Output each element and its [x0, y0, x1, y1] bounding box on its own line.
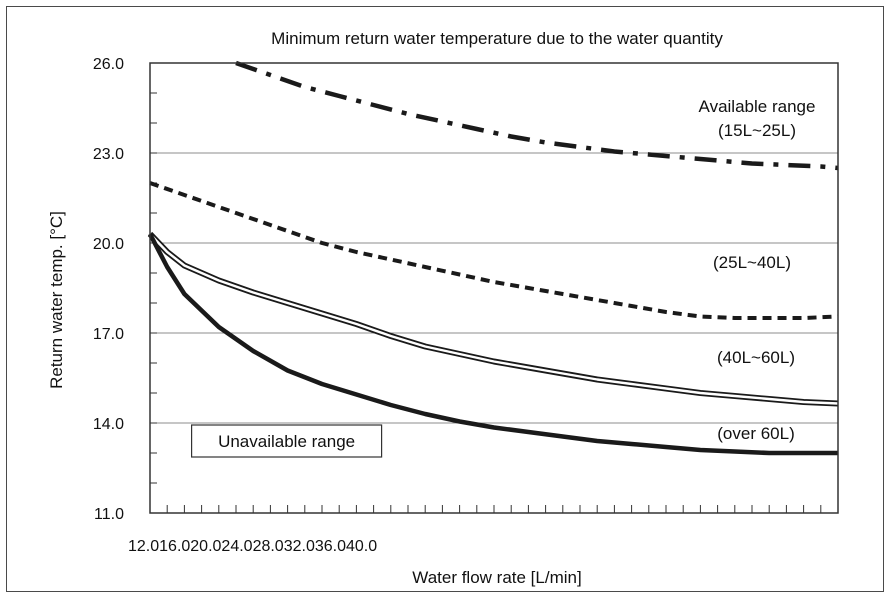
series-label-1: (25L~40L) [713, 253, 791, 272]
x-tick-labels: 12.016.020.024.028.032.036.040.0 [128, 538, 377, 555]
y-tick-label: 14.0 [93, 416, 124, 433]
x-tick-label: 16.0 [159, 538, 190, 555]
x-tick-label: 12.0 [128, 538, 159, 555]
x-tick-label: 24.0 [221, 538, 252, 555]
annotation-box [191, 424, 383, 458]
label-layer: Available range (15L~25L) (25L~40L) (40L~60… [191, 97, 816, 458]
y-tick-label: 20.0 [93, 236, 124, 253]
x-tick-label: 32.0 [284, 538, 315, 555]
y-axis-label: Return water temp. [°C] [47, 211, 66, 389]
series-layer [147, 60, 839, 456]
series-label-2: (40L~60L) [717, 348, 795, 367]
grid-layer [150, 152, 838, 424]
series-label-3: (over 60L) [717, 424, 794, 443]
chart-frame [6, 6, 884, 592]
x-tick-label: 28.0 [253, 538, 284, 555]
series-line-1 [149, 181, 839, 320]
annotation-unavailable-range: Unavailable range [218, 432, 355, 451]
chart-title: Minimum return water temperature due to … [271, 29, 723, 48]
series-label-0: (15L~25L) [718, 121, 796, 140]
series-line-2-inner [149, 233, 839, 405]
y-tick-label: 23.0 [93, 146, 124, 163]
y-tick-label: 17.0 [93, 326, 124, 343]
x-tick-label: 20.0 [190, 538, 221, 555]
series-line-0 [235, 60, 839, 171]
plot-border [149, 62, 839, 514]
x-tick-label: 36.0 [315, 538, 346, 555]
series-line-3 [148, 232, 838, 456]
y-tick-label: 11.0 [94, 506, 124, 523]
series-label-0: Available range [699, 97, 816, 116]
y-tick-label: 26.0 [93, 56, 124, 73]
x-tick-label: 40.0 [346, 538, 377, 555]
tick-layer: 11.014.017.020.023.026.012.016.020.024.0… [93, 56, 822, 555]
x-axis-label: Water flow rate [L/min] [412, 568, 581, 587]
